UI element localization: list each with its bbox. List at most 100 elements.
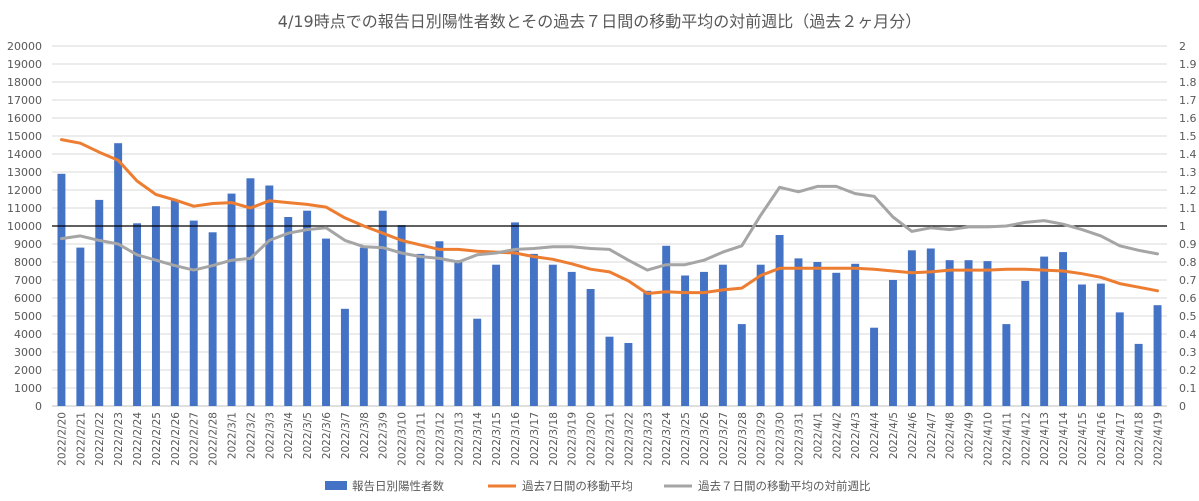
left-axis-tick-label: 9000 — [14, 238, 42, 251]
x-axis-tick-label: 2022/4/8 — [945, 412, 957, 459]
x-axis-tick-label: 2022/4/7 — [926, 412, 938, 459]
right-axis-tick-label: 0.2 — [1179, 364, 1197, 377]
left-axis-tick-label: 2000 — [14, 364, 42, 377]
bar — [1040, 256, 1049, 406]
right-axis-tick-label: 0.1 — [1179, 382, 1197, 395]
x-axis-tick-label: 2022/2/21 — [75, 412, 87, 466]
bar — [1115, 312, 1124, 406]
x-axis-tick-label: 2022/3/12 — [434, 412, 446, 466]
x-axis-tick-label: 2022/2/20 — [56, 412, 68, 466]
x-axis-tick-label: 2022/3/29 — [756, 412, 768, 466]
left-axis-tick-label: 6000 — [14, 292, 42, 305]
x-axis-tick-label: 2022/2/24 — [132, 412, 144, 466]
bar — [114, 143, 123, 406]
x-axis-tick-label: 2022/3/9 — [378, 412, 390, 459]
right-axis-tick-label: 1 — [1179, 220, 1186, 233]
bar — [265, 185, 274, 406]
left-axis-tick-label: 4000 — [14, 328, 42, 341]
bar — [794, 258, 803, 406]
bar — [662, 245, 671, 406]
x-axis-tick-label: 2022/4/11 — [1001, 412, 1013, 466]
x-axis-tick-label: 2022/4/19 — [1153, 412, 1165, 466]
bar-series — [57, 143, 1162, 406]
bar — [95, 199, 104, 406]
x-axis-tick-label: 2022/4/15 — [1077, 412, 1089, 466]
bar — [548, 264, 557, 406]
right-axis-tick-label: 0 — [1179, 400, 1186, 413]
x-axis-tick-label: 2022/3/15 — [491, 412, 503, 466]
bar — [1096, 283, 1105, 406]
bar — [1153, 305, 1162, 406]
bar — [700, 271, 708, 406]
bar — [511, 222, 519, 406]
left-axis-ticks: 0 1000 2000 3000 4000 5000 6000 7000 8000 9000 100… — [7, 40, 42, 413]
legend-label: 過去７日間の移動平均の対前週比 — [698, 479, 871, 493]
right-axis-tick-label: 1.6 — [1179, 112, 1197, 125]
x-axis-tick-label: 2022/3/2 — [245, 412, 257, 459]
bar — [851, 263, 860, 406]
bar — [1134, 343, 1143, 406]
x-axis-tick-label: 2022/4/2 — [831, 412, 843, 459]
right-axis-tick-label: 0.9 — [1179, 238, 1197, 251]
legend-label: 報告日別陽性者数 — [352, 479, 444, 493]
bar — [246, 178, 255, 406]
bar — [227, 193, 236, 406]
bar — [832, 272, 841, 406]
x-axis-tick-label: 2022/3/20 — [586, 412, 598, 466]
x-axis-tick-label: 2022/3/7 — [340, 412, 352, 459]
right-axis-tick-label: 1.3 — [1179, 166, 1197, 179]
bar — [605, 336, 614, 406]
bar — [208, 232, 217, 406]
x-axis-tick-label: 2022/3/30 — [775, 412, 787, 466]
x-axis-tick-label: 2022/4/16 — [1096, 412, 1108, 466]
right-axis-tick-label: 0.7 — [1179, 274, 1197, 287]
x-axis-tick-label: 2022/2/26 — [170, 412, 182, 466]
right-axis-tick-label: 2 — [1179, 40, 1186, 53]
left-axis-tick-label: 5000 — [14, 310, 42, 323]
bar — [586, 289, 595, 406]
x-axis-tick-label: 2022/4/5 — [888, 412, 900, 459]
bar — [624, 343, 633, 406]
x-axis-tick-label: 2022/3/27 — [718, 412, 730, 466]
bar — [340, 308, 349, 406]
x-axis-tick-label: 2022/3/8 — [359, 412, 371, 459]
x-axis-tick-label: 2022/3/19 — [567, 412, 579, 466]
chart-title: 4/19時点での報告日別陽性者数とその過去７日間の移動平均の対前週比（過去２ヶ月… — [277, 12, 922, 31]
bar — [492, 264, 501, 406]
x-axis-tick-label: 2022/2/25 — [151, 412, 163, 466]
bar — [775, 235, 784, 406]
left-axis-tick-label: 13000 — [7, 166, 42, 179]
bar — [1077, 284, 1086, 406]
x-axis-tick-label: 2022/3/16 — [510, 412, 522, 466]
bar — [359, 247, 368, 406]
x-axis-tick-label: 2022/4/1 — [812, 412, 824, 459]
bar — [870, 327, 879, 406]
left-axis-tick-label: 19000 — [7, 58, 42, 71]
legend-label: 過去7日間の移動平均 — [522, 479, 633, 493]
x-axis-tick-label: 2022/3/5 — [302, 412, 314, 459]
bar — [567, 271, 576, 406]
bar — [303, 210, 312, 406]
line-series — [59, 138, 1160, 295]
bar — [435, 241, 444, 406]
bar — [133, 223, 142, 406]
bar — [454, 260, 463, 406]
x-axis-tick-label: 2022/4/9 — [964, 412, 976, 459]
x-axis-tick-label: 2022/2/28 — [208, 412, 220, 466]
right-axis-tick-label: 1.9 — [1179, 58, 1197, 71]
x-axis-tick-label: 2022/3/14 — [472, 412, 484, 466]
left-axis-tick-label: 1000 — [14, 382, 42, 395]
left-axis-tick-label: 15000 — [7, 130, 42, 143]
x-axis-tick-label: 2022/4/12 — [1020, 412, 1032, 466]
bar — [1021, 280, 1030, 406]
left-axis-tick-label: 10000 — [7, 220, 42, 233]
left-axis-tick-label: 0 — [35, 400, 42, 413]
x-axis-tick-label: 2022/4/13 — [1039, 412, 1051, 466]
bar — [322, 238, 330, 406]
left-axis-tick-label: 8000 — [14, 256, 42, 269]
bar — [681, 275, 690, 406]
bar — [151, 206, 160, 406]
bar — [170, 199, 179, 406]
bar — [945, 260, 954, 406]
